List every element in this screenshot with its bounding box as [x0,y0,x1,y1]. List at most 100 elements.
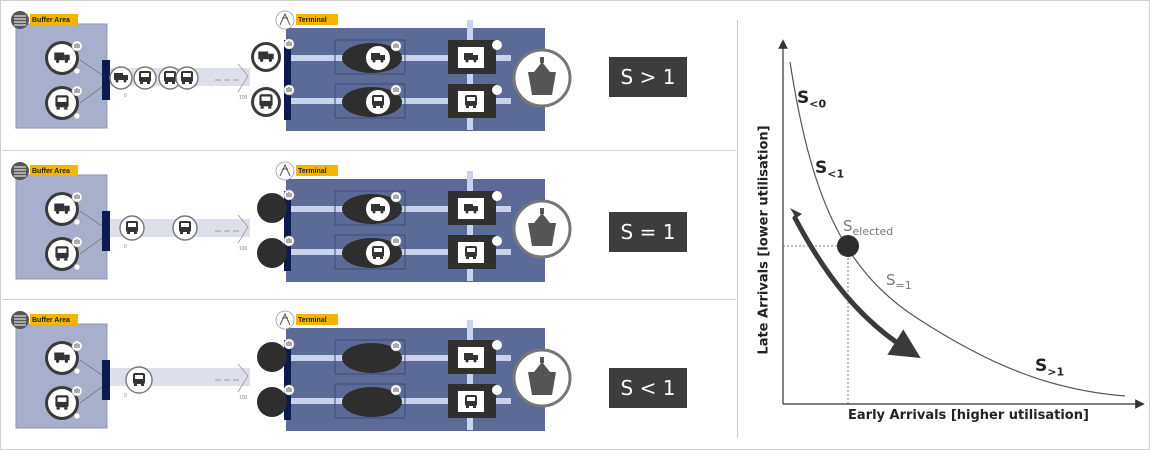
loading-bay-top [448,191,496,225]
terminal-lane-vertical [467,320,473,430]
crane-icon [492,340,502,350]
bus-icon [465,95,477,108]
s-curve [789,61,1126,397]
truck-icon [54,52,70,63]
terminal-slot-bottom [342,238,402,268]
hand-icon [283,38,295,50]
scenario-diagram-2: Buffer Area 0 100 Terminal [11,161,572,282]
curve-label-s-elected: Selected [843,217,894,238]
buffer-gate [102,211,110,251]
terminal-label: Terminal [298,168,327,175]
hand-icon [283,235,295,247]
truck-icon [54,352,70,363]
loading-bay-bottom [448,384,496,418]
terminal-gate [284,340,291,420]
queued-bus [172,215,198,241]
hand-icon [390,384,402,396]
buffer-truck-slot [45,41,79,75]
terminal-slot-top [342,194,402,224]
loading-bay-bottom [448,84,496,118]
bus-icon [55,395,69,410]
gate-truck-slot [251,42,281,72]
y-axis-label: Late Arrivals [lower utilisation] [756,125,772,355]
crane-icon [492,40,502,50]
gate-slot-empty [257,387,287,417]
bus-icon [179,221,191,234]
terminal-lane-vertical [467,20,473,130]
scale-end: 100 [239,246,248,252]
loading-bay-top [448,40,496,74]
hand-icon [390,40,402,52]
hand-icon [71,236,83,248]
hand-icon [390,340,402,352]
bus-icon [126,221,138,234]
crane-icon [275,10,295,30]
queued-bus [133,66,157,90]
scale-end: 100 [239,95,248,101]
terminal-gate [284,191,291,271]
layers-icon [11,162,29,180]
layers-icon [492,385,502,395]
gate-slot-empty [257,238,287,268]
hand-icon [390,191,402,203]
s-label-box-1: S > 1 [609,57,687,97]
terminal-tag [296,165,338,176]
hand-icon [283,338,295,350]
buffer-area-tag [30,165,78,176]
scenario-diagram-3: Buffer Area 0 100 Terminal [11,310,572,431]
truck-icon [371,53,385,63]
bus-icon [372,246,384,259]
bus-icon [465,395,477,408]
hand-icon [283,384,295,396]
scenario-panel-3: Buffer Area 0 100 Terminal [0,300,735,445]
buffer-area-tag [30,14,78,25]
scenario-panel-1: Buffer Area 0 100 Terminal [0,0,735,145]
terminal-area [286,28,545,131]
buffer-gate [102,60,110,100]
gate-bus-slot [251,87,281,117]
buffer-area-tag [30,314,78,325]
hand-icon [71,85,83,97]
direction-arrow-tail [790,208,802,218]
terminal-lane-vertical [467,171,473,281]
s-elected-point [837,235,859,257]
hand-icon [71,40,83,52]
hand-icon [390,84,402,96]
vertical-divider [737,20,738,438]
scenario-diagram-1: Buffer Area 0 100 Terminal [11,10,572,131]
gate-slot-empty [257,342,287,372]
buffer-gate [102,360,110,400]
terminal-tag [296,14,338,25]
bus-icon [181,71,193,84]
buffer-area-label: Buffer Area [32,168,70,175]
hand-icon [71,340,83,352]
crane-icon [275,310,295,330]
buffer-truck-slot [45,341,79,375]
buffer-bus-slot [45,386,79,420]
layers-icon [11,311,29,329]
loading-bay-bottom [448,235,496,269]
queued-bus [125,366,153,394]
bus-icon [139,71,151,84]
truck-icon [371,204,385,214]
buffer-area-label: Buffer Area [32,317,70,324]
crane-icon [275,161,295,181]
truck-icon [464,204,478,214]
buffer-bus-slot [45,237,79,271]
terminal-area [286,328,545,431]
panel-divider-2 [2,299,736,300]
truck-icon [464,353,478,363]
hand-icon [283,189,295,201]
x-axis-label: Early Arrivals [higher utilisation] [848,408,1089,423]
hand-icon [71,191,83,203]
bus-icon [164,71,176,84]
layers-icon [492,85,502,95]
hand-icon [390,235,402,247]
scenario-panel-2: Buffer Area 0 100 Terminal [0,151,735,296]
scale-start: 0 [124,244,127,250]
queued-truck [109,66,133,90]
terminal-slot-bottom [342,87,402,117]
gate-slot-empty [257,193,287,223]
terminal-tag [296,314,338,325]
s-curve-chart [778,39,1145,409]
